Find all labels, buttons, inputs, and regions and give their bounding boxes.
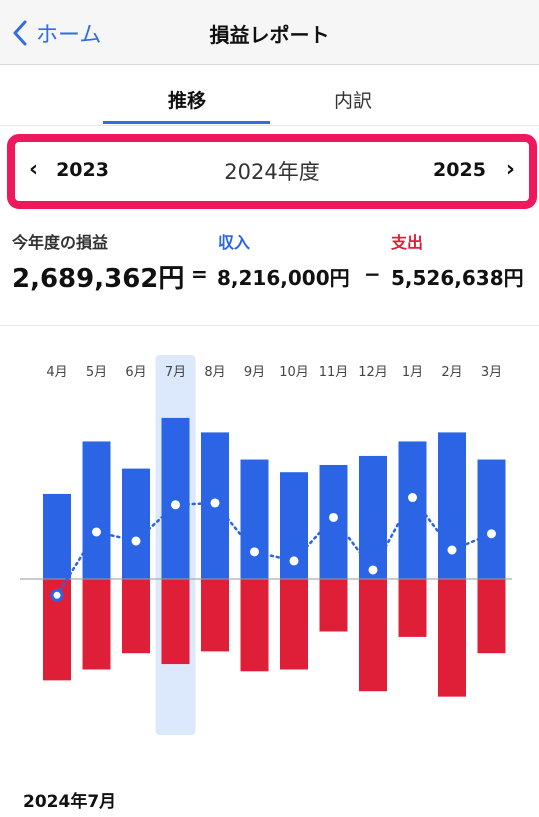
current-fiscal-year: 2024年度 xyxy=(224,160,320,184)
month-tick-label: 8月 xyxy=(204,365,225,380)
income-bar xyxy=(122,468,150,579)
income-bar xyxy=(477,459,506,579)
selected-month-title: 2024年7月 xyxy=(23,792,117,812)
back-label: ホーム xyxy=(36,23,102,48)
expense-bar xyxy=(477,579,506,654)
chevron-left-icon: ‹ xyxy=(29,157,39,182)
month-tick-label: 3月 xyxy=(481,365,502,380)
tab-trend[interactable]: 推移 xyxy=(167,90,206,112)
income-bar xyxy=(240,459,269,579)
expense-bar xyxy=(240,579,269,672)
expense-bar xyxy=(280,579,308,670)
back-button[interactable]: ホーム xyxy=(12,18,101,48)
month-tick-label: 4月 xyxy=(46,365,67,380)
equals-sign: = xyxy=(191,262,208,286)
net-profit-point xyxy=(131,536,141,546)
net-profit-point xyxy=(289,556,299,566)
month-tick-label: 5月 xyxy=(86,365,107,380)
tab-breakdown[interactable]: 内訳 xyxy=(333,90,372,112)
month-tick-label: 1月 xyxy=(402,365,423,380)
net-profit-point xyxy=(408,493,417,503)
expense-bar xyxy=(82,579,111,670)
net-profit-point xyxy=(250,547,259,557)
net-profit-line xyxy=(55,495,493,597)
month-tick-label: 11月 xyxy=(319,365,349,380)
expense-value: 5,526,638円 xyxy=(391,266,524,290)
net-profit-point xyxy=(329,512,338,522)
previous-year-label: 2023 xyxy=(56,158,109,181)
net-profit-point xyxy=(92,527,101,537)
expense-bar xyxy=(122,579,150,654)
expense-bar xyxy=(359,579,387,692)
income-bar xyxy=(359,455,387,579)
year-selector: ‹ 2023 2024年度 2025 › xyxy=(7,134,537,209)
expense-bar xyxy=(319,579,348,632)
income-label: 収入 xyxy=(218,233,251,252)
income-value: 8,216,000円 xyxy=(217,266,350,290)
income-bar xyxy=(43,493,71,579)
income-bar xyxy=(161,417,190,579)
active-tab-indicator xyxy=(103,121,270,124)
expense-bar xyxy=(398,579,427,637)
net-profit-point xyxy=(487,529,496,539)
net-profit-point xyxy=(368,565,378,575)
month-tick-label: 2月 xyxy=(441,365,462,380)
month-tick-label: 6月 xyxy=(125,365,146,380)
expense-label: 支出 xyxy=(391,233,424,252)
page-title: 損益レポート xyxy=(209,23,330,47)
net-profit-point xyxy=(210,498,220,508)
expense-bar xyxy=(201,579,229,652)
next-year-label: 2025 xyxy=(433,158,486,181)
previous-year-button[interactable]: ‹ 2023 xyxy=(29,157,109,182)
segmented-tabs: 推移 内訳 xyxy=(0,66,539,126)
month-tick-label: 10月 xyxy=(279,365,309,380)
month-tick-label: 9月 xyxy=(244,365,265,380)
net-profit-point xyxy=(447,545,457,555)
income-bar xyxy=(438,432,466,579)
section-divider xyxy=(0,325,539,326)
income-bar xyxy=(82,441,111,579)
expense-bar xyxy=(438,579,466,697)
navigation-bar: ホーム 損益レポート xyxy=(0,0,539,65)
next-year-button[interactable]: 2025 › xyxy=(433,157,515,182)
profit-value: 2,689,362円 xyxy=(12,264,185,294)
profit-label: 今年度の損益 xyxy=(12,233,109,252)
chevron-left-icon xyxy=(13,20,27,46)
monthly-profit-chart[interactable]: 4月 5月 6月 7月 8月 9月 10月 11月 12月 1月 2月 3月 xyxy=(0,345,539,745)
net-profit-point xyxy=(171,500,180,510)
month-tick-label: 12月 xyxy=(358,365,388,380)
chevron-right-icon: › xyxy=(505,157,515,182)
month-tick-label: 7月 xyxy=(165,365,186,380)
minus-sign: − xyxy=(364,262,381,286)
expense-bar xyxy=(161,579,190,665)
income-bar xyxy=(319,464,348,579)
net-profit-point xyxy=(50,588,64,602)
